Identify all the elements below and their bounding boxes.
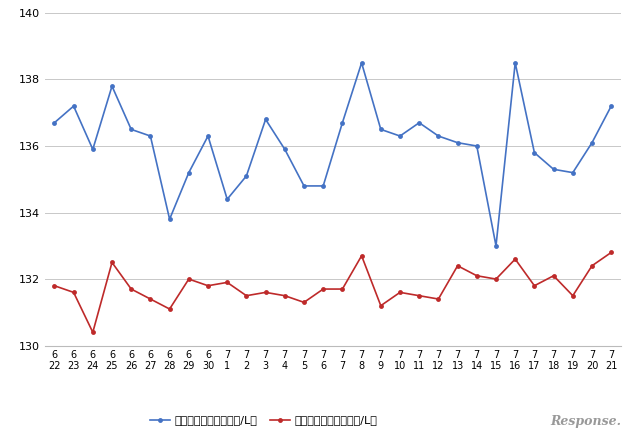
ハイオク実売価格（円/L）	[281, 293, 289, 298]
ハイオク眎板価格（円/L）	[281, 147, 289, 152]
ハイオク実売価格（円/L）	[473, 273, 481, 278]
ハイオク実売価格（円/L）	[319, 286, 327, 292]
ハイオク実売価格（円/L）	[454, 263, 461, 268]
ハイオク実売価格（円/L）	[147, 296, 154, 302]
Line: ハイオク眎板価格（円/L）: ハイオク眎板価格（円/L）	[52, 60, 614, 248]
ハイオク眎板価格（円/L）	[108, 83, 116, 89]
ハイオク眎板価格（円/L）	[262, 117, 269, 122]
ハイオク眎板価格（円/L）	[89, 147, 97, 152]
ハイオク実売価格（円/L）	[204, 283, 212, 288]
ハイオク眎板価格（円/L）	[339, 120, 346, 125]
ハイオク眎板価格（円/L）	[550, 167, 557, 172]
Line: ハイオク実売価格（円/L）: ハイオク実売価格（円/L）	[52, 250, 614, 335]
ハイオク実売価格（円/L）	[377, 303, 385, 308]
ハイオク眎板価格（円/L）	[166, 216, 173, 222]
ハイオク実売価格（円/L）	[166, 306, 173, 311]
ハイオク眎板価格（円/L）	[473, 143, 481, 149]
ハイオク実売価格（円/L）	[492, 276, 500, 282]
ハイオク実売価格（円/L）	[511, 257, 519, 262]
ハイオク眎板価格（円/L）	[127, 127, 135, 132]
Legend: ハイオク眎板価格（円/L）, ハイオク実売価格（円/L）: ハイオク眎板価格（円/L）, ハイオク実売価格（円/L）	[145, 411, 382, 430]
ハイオク眎板価格（円/L）	[204, 133, 212, 139]
ハイオク実売価格（円/L）	[358, 253, 365, 258]
ハイオク眎板価格（円/L）	[319, 183, 327, 188]
ハイオク実売価格（円/L）	[243, 293, 250, 298]
ハイオク実売価格（円/L）	[108, 260, 116, 265]
ハイオク実売価格（円/L）	[569, 293, 577, 298]
ハイオク眎板価格（円/L）	[223, 197, 231, 202]
ハイオク眎板価格（円/L）	[70, 104, 77, 109]
ハイオク実売価格（円/L）	[396, 290, 404, 295]
ハイオク実売価格（円/L）	[435, 296, 442, 302]
ハイオク実売価格（円/L）	[185, 276, 193, 282]
ハイオク実売価格（円/L）	[415, 293, 423, 298]
ハイオク実売価格（円/L）	[339, 286, 346, 292]
ハイオク眎板価格（円/L）	[607, 104, 615, 109]
ハイオク眎板価格（円/L）	[358, 60, 365, 65]
ハイオク実売価格（円/L）	[550, 273, 557, 278]
ハイオク眎板価格（円/L）	[492, 243, 500, 248]
ハイオク眎板価格（円/L）	[185, 170, 193, 175]
ハイオク実売価格（円/L）	[70, 290, 77, 295]
ハイオク眎板価格（円/L）	[588, 140, 596, 145]
ハイオク眎板価格（円/L）	[454, 140, 461, 145]
ハイオク眎板価格（円/L）	[243, 173, 250, 178]
ハイオク実売価格（円/L）	[588, 263, 596, 268]
ハイオク実売価格（円/L）	[262, 290, 269, 295]
ハイオク実売価格（円/L）	[531, 283, 538, 288]
ハイオク実売価格（円/L）	[223, 280, 231, 285]
ハイオク眎板価格（円/L）	[147, 133, 154, 139]
ハイオク眎板価格（円/L）	[377, 127, 385, 132]
ハイオク眎板価格（円/L）	[531, 150, 538, 155]
ハイオク眎板価格（円/L）	[569, 170, 577, 175]
ハイオク眎板価格（円/L）	[511, 60, 519, 65]
ハイオク眎板価格（円/L）	[435, 133, 442, 139]
ハイオク眎板価格（円/L）	[396, 133, 404, 139]
ハイオク実売価格（円/L）	[127, 286, 135, 292]
ハイオク実売価格（円/L）	[607, 250, 615, 255]
ハイオク眎板価格（円/L）	[415, 120, 423, 125]
ハイオク眎板価格（円/L）	[300, 183, 308, 188]
ハイオク眎板価格（円/L）	[51, 120, 58, 125]
ハイオク実売価格（円/L）	[51, 283, 58, 288]
ハイオク実売価格（円/L）	[89, 330, 97, 335]
Text: Response.: Response.	[550, 415, 621, 428]
ハイオク実売価格（円/L）	[300, 300, 308, 305]
